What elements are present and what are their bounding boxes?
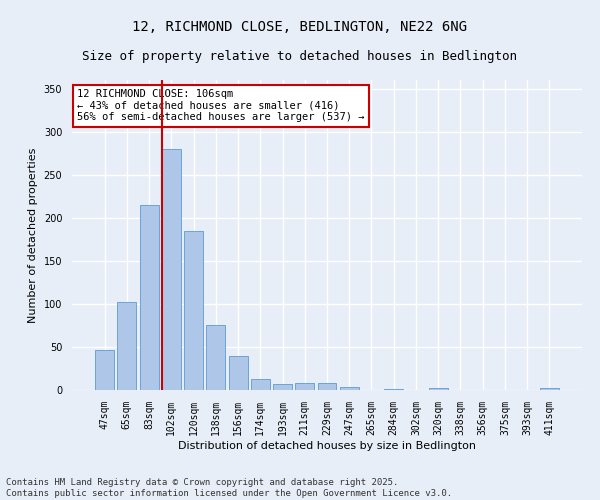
Bar (251, 379, 270, 390)
Bar (429, 388, 448, 390)
Bar (540, 388, 559, 390)
Bar (95, 350, 114, 390)
Bar (206, 326, 225, 390)
Bar (118, 302, 136, 390)
Bar (384, 389, 403, 390)
Bar (229, 356, 248, 390)
Y-axis label: Number of detached properties: Number of detached properties (28, 148, 38, 322)
Bar (184, 230, 203, 390)
Bar (162, 149, 181, 390)
Text: Contains HM Land Registry data © Crown copyright and database right 2025.
Contai: Contains HM Land Registry data © Crown c… (6, 478, 452, 498)
Bar (140, 205, 158, 390)
X-axis label: Distribution of detached houses by size in Bedlington: Distribution of detached houses by size … (178, 440, 476, 450)
Bar (340, 386, 359, 390)
Text: Size of property relative to detached houses in Bedlington: Size of property relative to detached ho… (83, 50, 517, 63)
Bar (317, 383, 337, 390)
Bar (273, 384, 292, 390)
Text: 12 RICHMOND CLOSE: 106sqm
← 43% of detached houses are smaller (416)
56% of semi: 12 RICHMOND CLOSE: 106sqm ← 43% of detac… (77, 90, 365, 122)
Text: 12, RICHMOND CLOSE, BEDLINGTON, NE22 6NG: 12, RICHMOND CLOSE, BEDLINGTON, NE22 6NG (133, 20, 467, 34)
Bar (295, 383, 314, 390)
